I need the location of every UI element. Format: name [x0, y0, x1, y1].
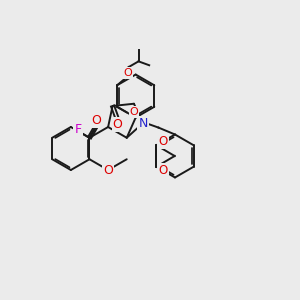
Text: O: O [112, 118, 122, 131]
Text: O: O [158, 164, 168, 177]
Text: O: O [91, 114, 101, 127]
Text: O: O [123, 68, 132, 78]
Text: N: N [138, 117, 148, 130]
Text: O: O [158, 135, 168, 148]
Text: F: F [74, 123, 82, 136]
Text: O: O [103, 164, 113, 177]
Text: O: O [130, 107, 138, 117]
